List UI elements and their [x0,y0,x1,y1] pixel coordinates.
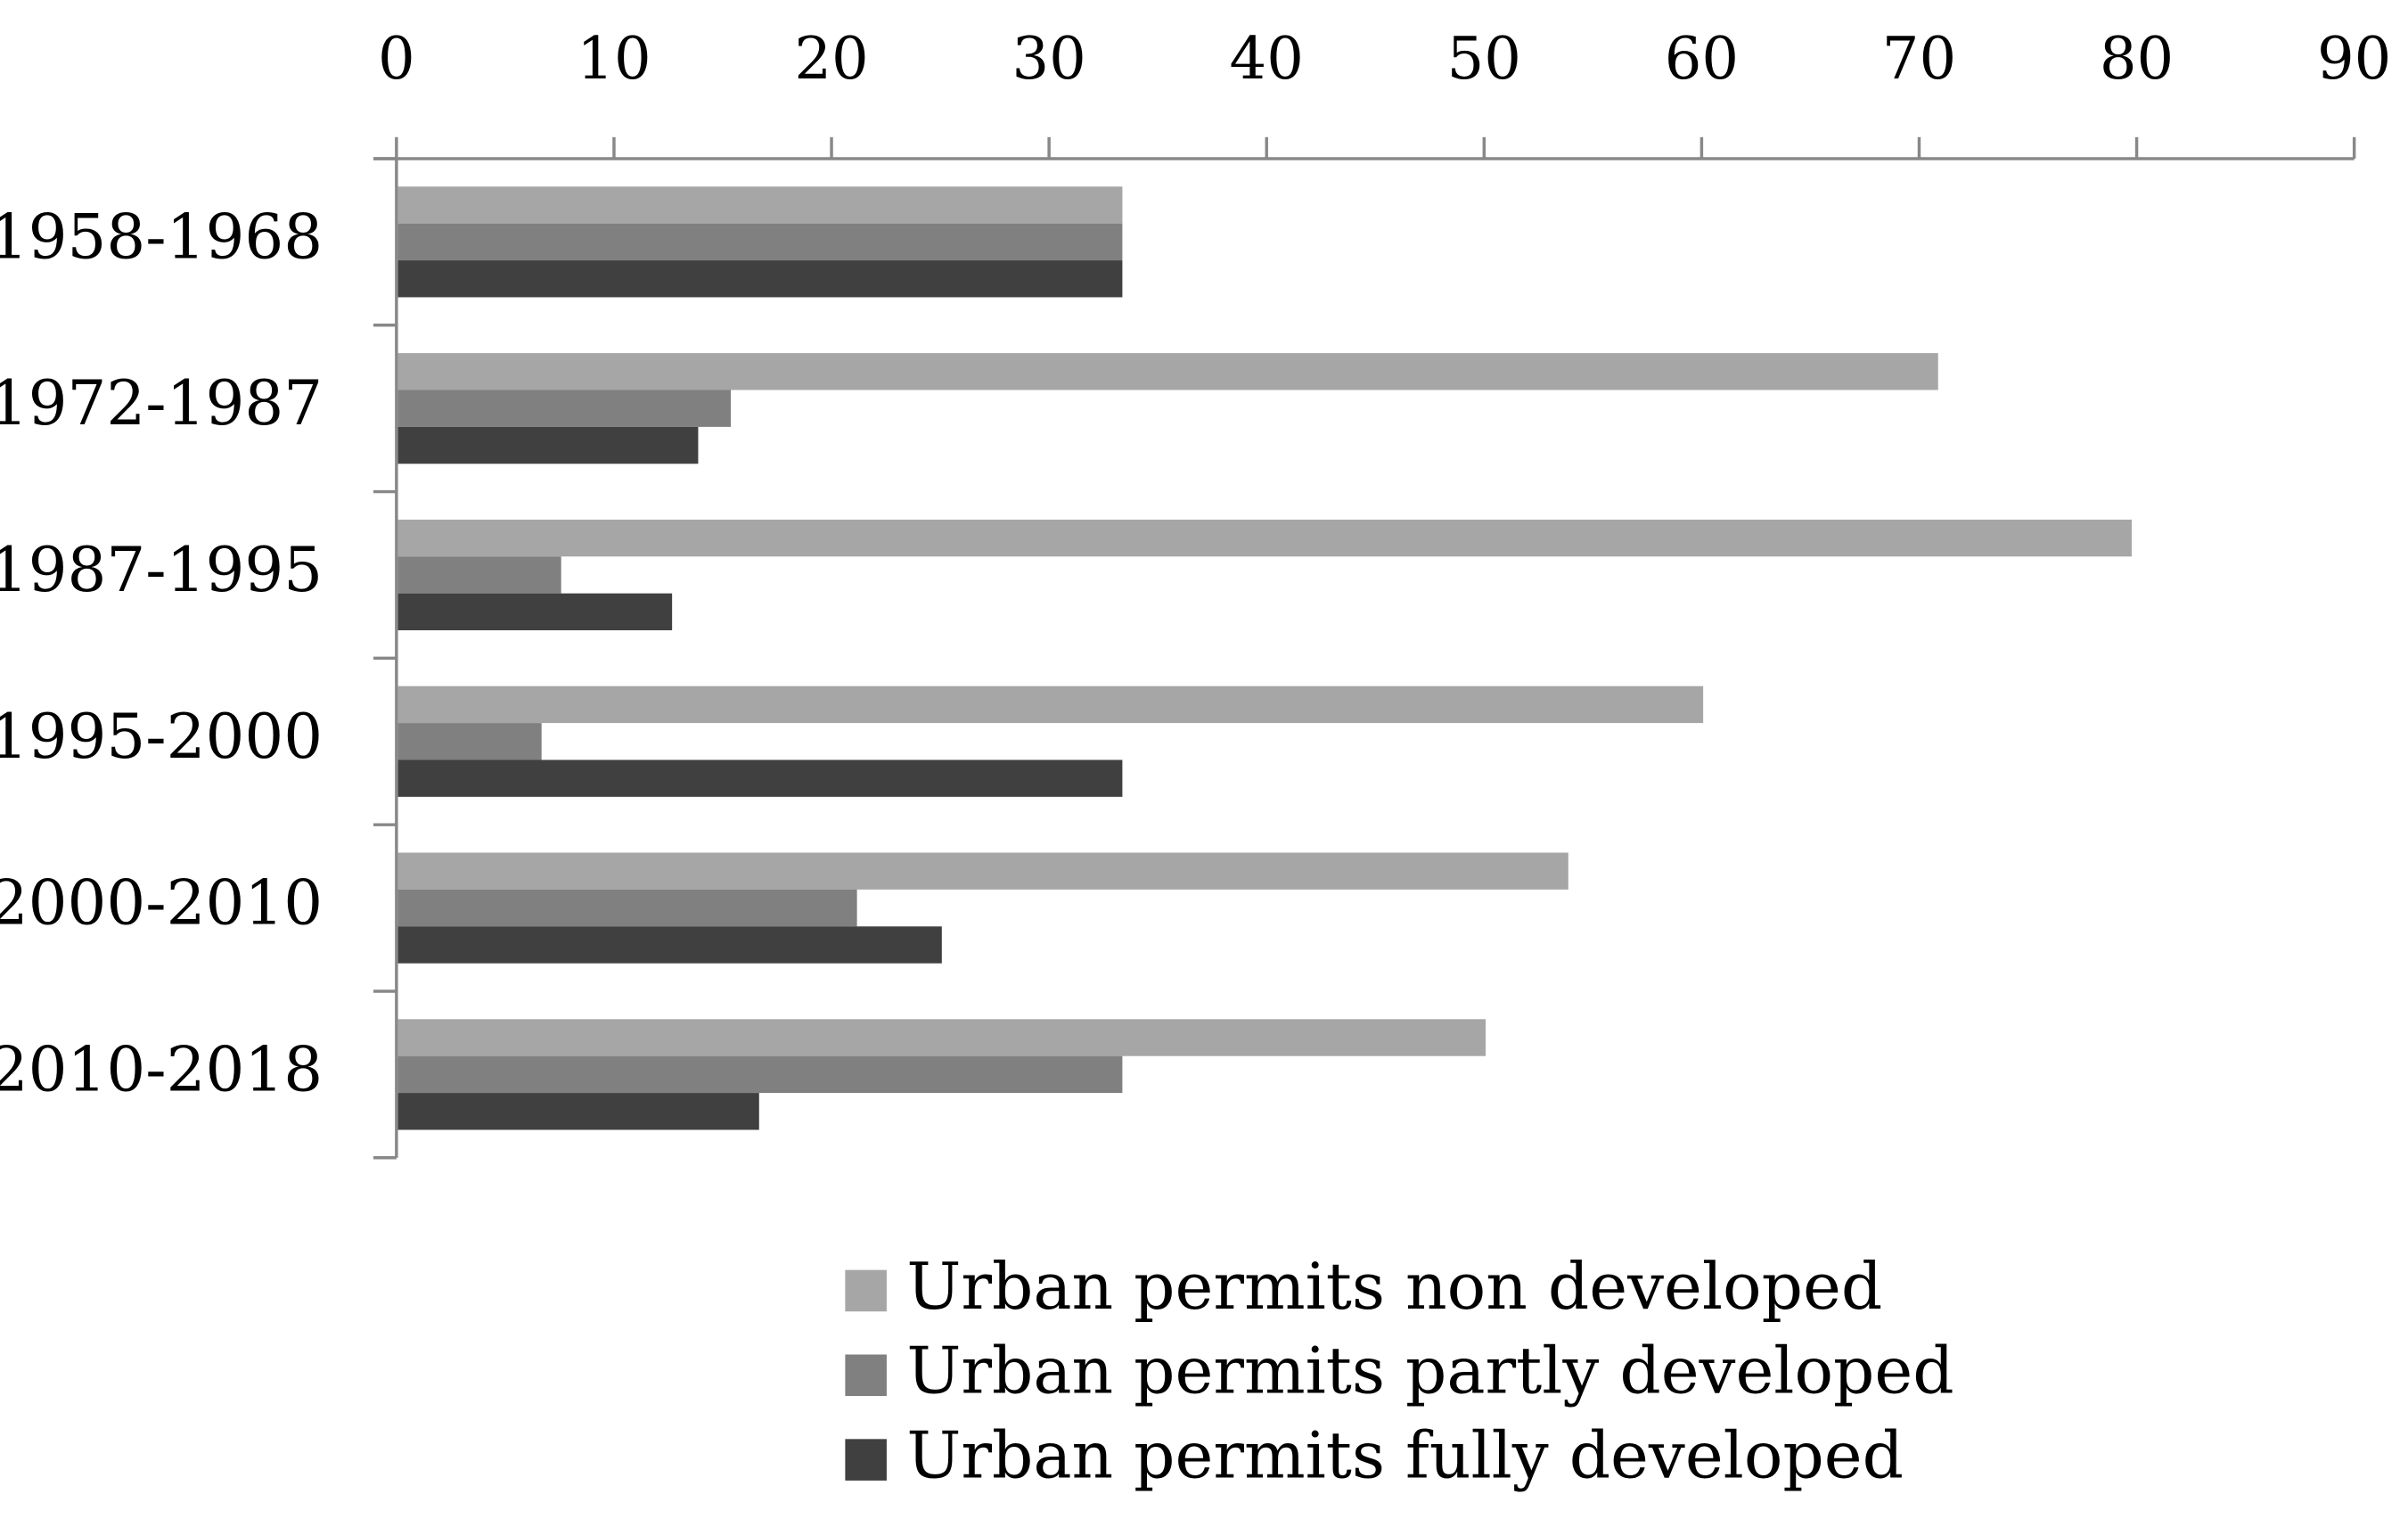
legend-swatch [845,1439,887,1481]
y-tick-label: 1958-1968 [0,201,323,273]
bar [397,186,1123,224]
x-tick-label: 60 [1665,25,1739,93]
legend-label: Urban permits fully developed [906,1418,1904,1493]
y-tick-label: 1995-2000 [0,702,323,773]
x-tick-label: 40 [1230,25,1304,93]
x-tick-label: 70 [1882,25,1956,93]
x-tick-label: 20 [794,25,868,93]
bar [397,223,1123,261]
bar [397,852,1568,890]
bar [397,593,673,631]
bar [397,353,1938,390]
legend-swatch [845,1354,887,1397]
bar [397,519,2132,557]
bar [397,889,857,927]
bar [397,556,561,594]
y-tick-label: 1972-1987 [0,368,323,439]
bar [397,759,1123,797]
x-tick-label: 90 [2317,25,2391,93]
y-tick-label: 1987-1995 [0,535,323,606]
bar [397,1093,759,1130]
bar [397,390,732,427]
bar [397,1019,1487,1056]
bar [397,926,942,964]
bar [397,260,1123,298]
x-tick-label: 0 [378,25,415,93]
legend-label: Urban permits partly developed [906,1334,1953,1409]
legend-label: Urban permits non developed [906,1250,1882,1325]
bar [397,723,542,760]
x-tick-label: 50 [1447,25,1521,93]
y-tick-label: 2010-2018 [0,1034,323,1105]
y-tick-label: 2000-2010 [0,868,323,940]
x-tick-label: 30 [1012,25,1085,93]
legend-swatch [845,1269,887,1312]
x-tick-label: 80 [2100,25,2174,93]
x-tick-label: 10 [577,25,651,93]
bar [397,1055,1123,1094]
bar [397,426,699,464]
bar [397,686,1704,724]
